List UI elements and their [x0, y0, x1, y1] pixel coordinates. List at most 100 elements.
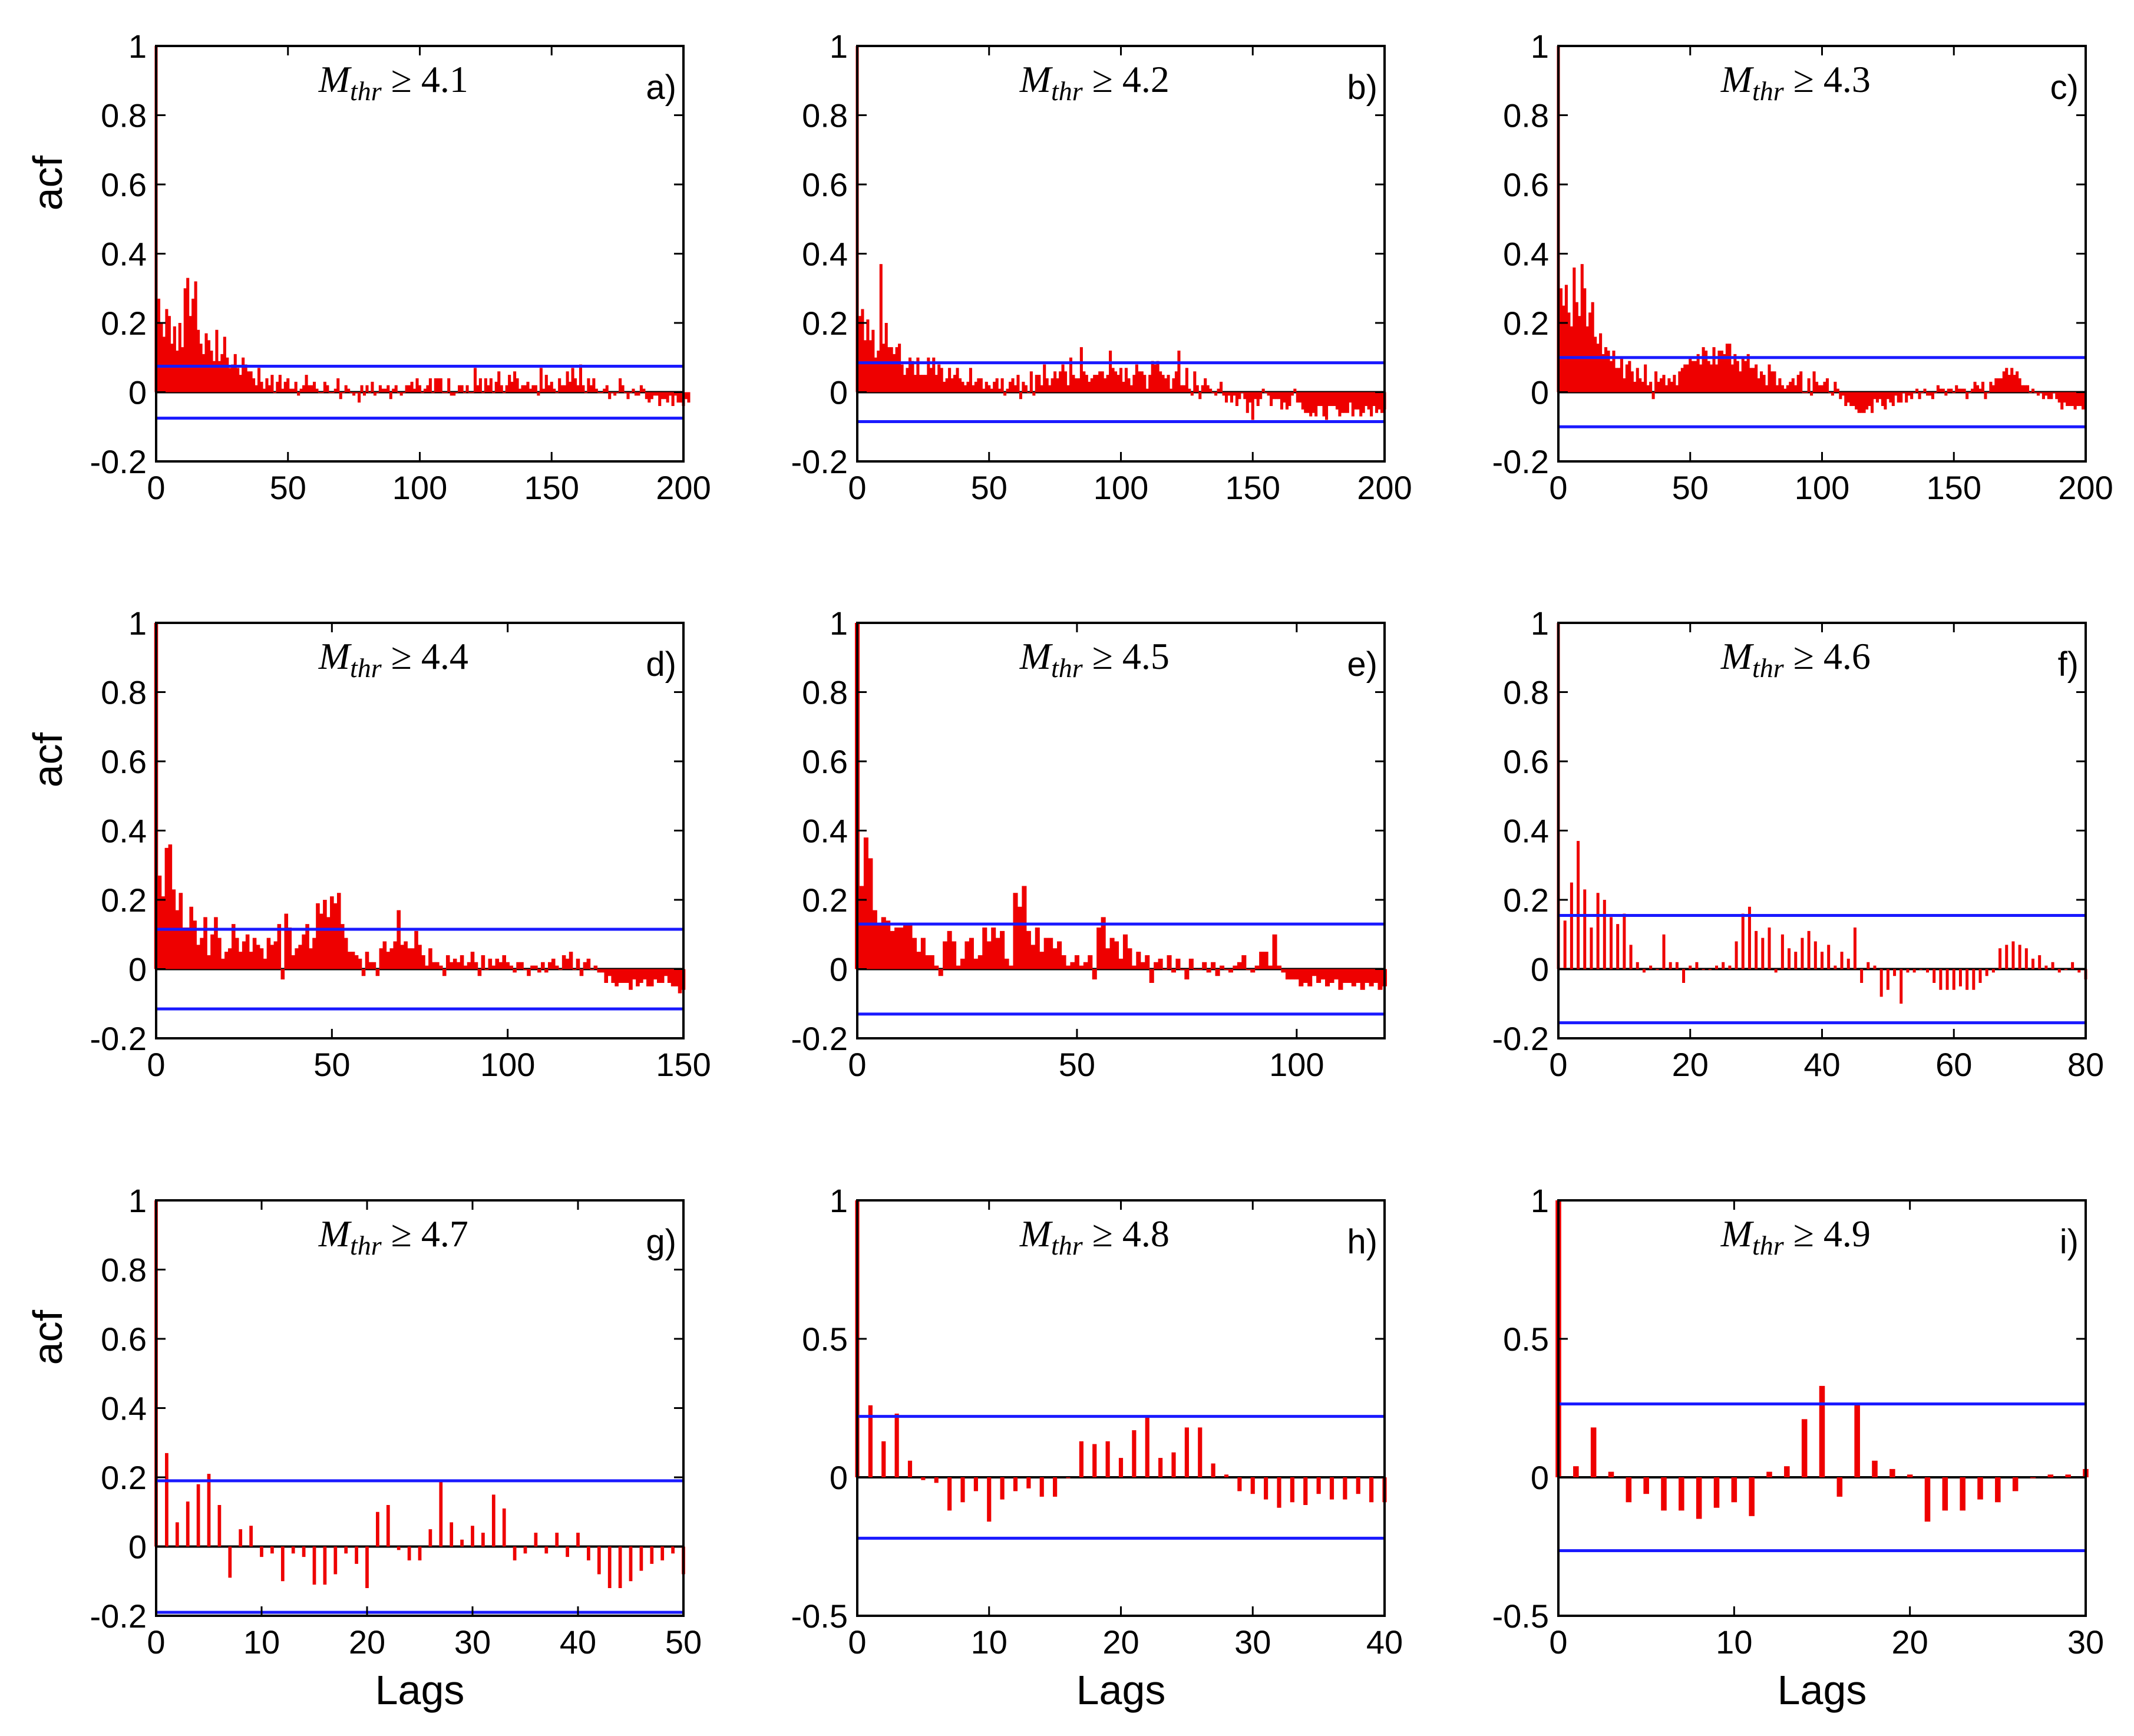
x-tick-label: 0	[147, 1623, 165, 1661]
acf-bar	[1333, 392, 1336, 406]
acf-bar	[576, 385, 580, 392]
y-tick-label: 0.6	[101, 1321, 147, 1358]
acf-bar	[1019, 392, 1022, 400]
acf-bar	[1752, 368, 1755, 392]
acf-bar	[1722, 962, 1725, 969]
acf-bar	[161, 896, 166, 969]
acf-bar	[542, 388, 546, 392]
y-tick-label: -0.2	[791, 443, 848, 480]
acf-bar	[1713, 1477, 1720, 1508]
acf-bar	[392, 388, 395, 392]
acf-bar	[1643, 1477, 1649, 1494]
y-tick-label: 0	[128, 374, 147, 411]
acf-bar	[613, 392, 617, 396]
acf-bar	[1312, 392, 1315, 413]
acf-bar	[352, 392, 356, 396]
acf-bar	[1855, 392, 1858, 410]
acf-bar	[629, 969, 633, 990]
acf-bar	[344, 1546, 348, 1554]
acf-bars	[1557, 46, 2085, 413]
acf-bar	[993, 381, 996, 392]
acf-bar	[2013, 375, 2016, 392]
acf-bar	[604, 969, 609, 983]
x-tick-label: 100	[1269, 1046, 1324, 1083]
acf-bar	[1620, 357, 1623, 392]
acf-bar	[874, 357, 877, 392]
acf-bar	[333, 388, 337, 392]
acf-bar	[1757, 378, 1760, 392]
acf-bar	[1288, 392, 1291, 406]
acf-bar	[2076, 392, 2080, 406]
acf-bar	[1140, 371, 1144, 392]
acf-bar	[1755, 364, 1758, 392]
acf-bar	[956, 368, 959, 392]
x-tick-label: 40	[1803, 1046, 1840, 1083]
acf-bar	[1066, 385, 1070, 392]
acf-bar	[1088, 955, 1093, 969]
acf-bar	[531, 385, 535, 392]
acf-bar	[943, 381, 946, 392]
acf-bar	[1351, 969, 1356, 986]
acf-bar	[886, 920, 891, 969]
acf-bar	[671, 392, 675, 406]
x-tick-label: 0	[147, 1046, 165, 1083]
acf-bar	[1228, 969, 1233, 973]
acf-bar	[629, 1546, 633, 1582]
acf-bar	[1143, 375, 1147, 392]
acf-bar	[1636, 962, 1639, 969]
acf-bar	[881, 1441, 886, 1477]
acf-bar	[521, 385, 524, 392]
acf-bar	[1303, 1477, 1308, 1505]
acf-bar	[879, 264, 883, 392]
acf-bar	[1998, 948, 2002, 969]
acf-bar	[277, 924, 282, 969]
acf-bar	[1079, 1441, 1083, 1477]
acf-bar	[1893, 969, 1897, 976]
acf-bar	[1307, 969, 1313, 986]
acf-bar	[526, 381, 530, 392]
y-tick-label: 0.6	[1503, 743, 1549, 780]
acf-bar	[924, 375, 927, 392]
threshold-label: Mthr ≥ 4.3	[1720, 58, 1871, 106]
axes-box	[856, 1199, 1386, 1617]
acf-bar	[1154, 962, 1159, 969]
acf-bar	[1679, 1477, 1684, 1511]
acf-bar	[1694, 361, 1697, 392]
acf-bar	[1174, 371, 1178, 392]
acf-bar	[1354, 392, 1357, 410]
acf-bar	[1641, 381, 1644, 392]
acf-bar	[1746, 354, 1750, 392]
acf-bar	[1939, 388, 1943, 392]
acf-bar	[1662, 375, 1666, 392]
acf-bar	[1003, 392, 1007, 396]
acf-bar	[365, 385, 369, 392]
acf-bar	[2026, 385, 2030, 392]
acf-bar	[1994, 378, 1998, 392]
acf-bar	[270, 945, 275, 969]
threshold-value: ≥ 4.9	[1784, 1213, 1871, 1255]
acf-bar	[386, 1505, 390, 1547]
acf-bar	[2000, 378, 2003, 392]
acf-bar	[1162, 969, 1168, 970]
acf-bar	[1577, 841, 1580, 969]
acf-bar	[541, 962, 545, 969]
acf-bar	[639, 969, 643, 983]
acf-bar	[977, 378, 980, 392]
acf-bar	[502, 1508, 506, 1547]
acf-bar	[916, 952, 921, 969]
acf-bar	[938, 969, 943, 976]
acf-bar	[2005, 368, 2009, 392]
acf-bar	[1900, 969, 1903, 1004]
acf-bar	[1030, 945, 1036, 969]
acf-bar	[207, 1474, 211, 1547]
acf-bar	[1309, 392, 1313, 417]
acf-bar	[1840, 952, 1844, 969]
acf-bar	[1695, 962, 1699, 969]
acf-bar	[863, 340, 867, 392]
acf-bar	[1024, 385, 1028, 392]
acf-bar	[505, 385, 508, 392]
y-tick-label: 0.2	[101, 1459, 147, 1496]
acf-bar	[1329, 969, 1334, 983]
acf-bar	[1604, 347, 1608, 392]
acf-bar	[872, 910, 877, 969]
